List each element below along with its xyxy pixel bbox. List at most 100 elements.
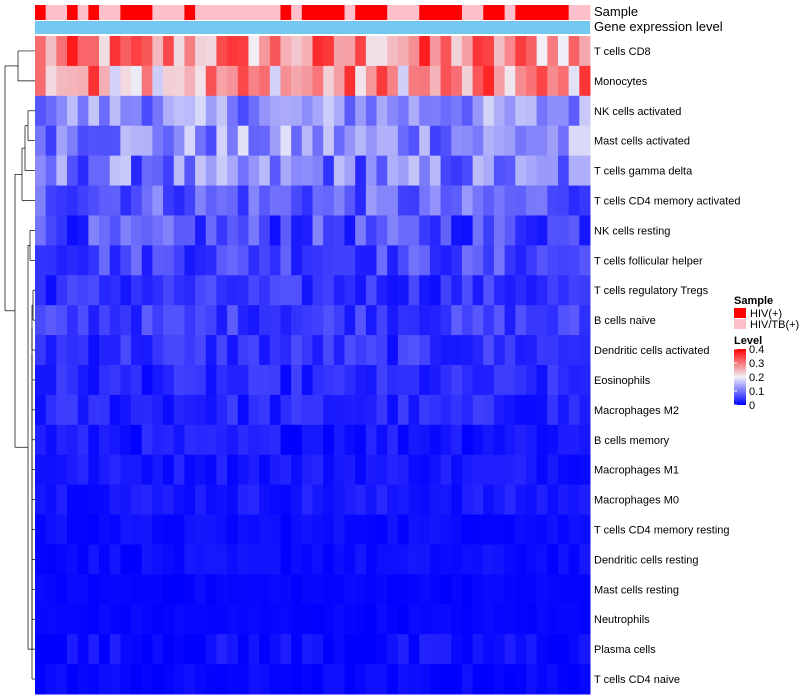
heatmap-cell [504, 574, 516, 605]
heatmap-cell [429, 275, 442, 306]
heatmap-cell [408, 634, 420, 665]
heatmap-cell [173, 65, 185, 97]
heatmap-cell [365, 544, 378, 575]
heatmap-cell [56, 155, 68, 187]
heatmap-cell [109, 604, 121, 635]
heatmap-cell [472, 95, 484, 127]
heatmap-cell [35, 424, 47, 456]
heatmap-cell [515, 185, 527, 216]
heatmap-cell [269, 215, 281, 246]
heatmap-cell [440, 185, 452, 216]
heatmap-cell [227, 424, 239, 456]
heatmap-cell [195, 245, 207, 276]
heatmap-cell [344, 275, 356, 306]
sample-cell [35, 5, 47, 20]
heatmap-cell [109, 574, 121, 605]
heatmap-cell [397, 574, 410, 605]
heatmap-cell [291, 514, 303, 545]
row-label: T cells regulatory Tregs [594, 285, 709, 297]
heatmap-cell [131, 454, 143, 486]
heatmap-cell [77, 365, 89, 396]
heatmap-cell [344, 544, 356, 575]
heatmap-cell [451, 95, 463, 127]
heatmap-cell [152, 305, 164, 336]
heatmap-cell [493, 634, 506, 665]
heatmap-cell [376, 664, 388, 695]
heatmap-cell [408, 484, 420, 516]
heatmap-cell [365, 394, 378, 426]
heatmap-cell [557, 574, 570, 605]
heatmap-cell [45, 275, 57, 306]
heatmap-cell [88, 36, 100, 67]
heatmap-cell [397, 634, 410, 665]
heatmap-cell [131, 245, 143, 276]
heatmap-cell [355, 185, 367, 216]
heatmap-cell [67, 125, 79, 157]
heatmap-cell [408, 394, 420, 426]
heatmap-cell [291, 36, 303, 67]
sample-cell [355, 5, 367, 20]
heatmap-cell [547, 604, 559, 635]
heatmap-cell [45, 664, 57, 695]
heatmap-cell [333, 245, 346, 276]
heatmap-cell [291, 65, 303, 97]
heatmap-cell [547, 155, 559, 187]
heatmap-cell [525, 365, 538, 396]
heatmap-cell [77, 275, 89, 306]
sample-cell [493, 5, 506, 20]
heatmap-cell [45, 215, 57, 246]
heatmap-cell [173, 424, 185, 456]
heatmap-cell [525, 36, 538, 67]
heatmap-cell [387, 424, 399, 456]
heatmap-cell [280, 484, 292, 516]
heatmap-cell [483, 335, 495, 366]
heatmap-cell [227, 574, 239, 605]
heatmap-cell [568, 424, 580, 456]
heatmap-cell [333, 604, 346, 635]
legend-sample-title: Sample [734, 295, 773, 307]
heatmap-cell [195, 664, 207, 695]
heatmap-cell [77, 245, 89, 276]
heatmap-cell [269, 95, 281, 127]
heatmap-cell [461, 95, 474, 127]
heatmap-cell [557, 604, 570, 635]
heatmap-cell [67, 574, 79, 605]
heatmap-cell [152, 185, 164, 216]
heatmap-cell [461, 634, 474, 665]
heatmap-cell [440, 275, 452, 306]
heatmap-cell [141, 125, 153, 157]
heatmap-cell [397, 454, 410, 486]
heatmap-cell [333, 335, 346, 366]
heatmap-cell [355, 514, 367, 545]
heatmap-cell [461, 424, 474, 456]
heatmap-cell [323, 634, 335, 665]
heatmap-cell [259, 514, 271, 545]
heatmap-cell [547, 125, 559, 157]
heatmap-cell [397, 424, 410, 456]
heatmap-cell [536, 484, 548, 516]
heatmap-cell [163, 275, 175, 306]
legend-tick-label: 0 [749, 400, 755, 412]
heatmap-cell [291, 335, 303, 366]
heatmap-cell [269, 125, 281, 157]
heatmap-cell [525, 95, 538, 127]
heatmap-cell [195, 574, 207, 605]
heatmap-cell [483, 125, 495, 157]
row-label: T cells CD8 [594, 46, 651, 58]
heatmap-cell [269, 514, 281, 545]
heatmap-cell [525, 574, 538, 605]
heatmap-cell [205, 365, 217, 396]
heatmap-cell [365, 365, 378, 396]
heatmap-cell [408, 454, 420, 486]
heatmap-cell [120, 454, 132, 486]
heatmap-cell [387, 574, 399, 605]
heatmap-cell [237, 36, 249, 67]
heatmap-cell [536, 185, 548, 216]
heatmap-cell [440, 335, 452, 366]
heatmap-cell [323, 424, 335, 456]
heatmap-cell [205, 394, 217, 426]
heatmap-cell [280, 36, 292, 67]
sample-cell [301, 5, 313, 20]
heatmap-cell [35, 454, 47, 486]
